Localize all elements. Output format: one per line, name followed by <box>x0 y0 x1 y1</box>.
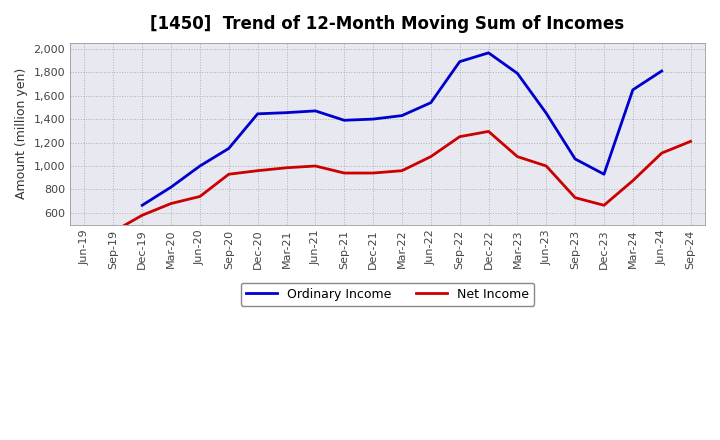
Ordinary Income <box>138 203 146 208</box>
Ordinary Income <box>369 117 377 122</box>
Net Income <box>629 178 637 183</box>
Net Income <box>340 170 348 176</box>
Y-axis label: Amount (million yen): Amount (million yen) <box>15 68 28 199</box>
Net Income <box>167 201 176 206</box>
Ordinary Income <box>196 163 204 169</box>
Ordinary Income <box>629 87 637 92</box>
Ordinary Income <box>455 59 464 64</box>
Ordinary Income <box>426 100 435 105</box>
Ordinary Income <box>340 117 348 123</box>
Net Income <box>571 195 580 200</box>
Line: Net Income: Net Income <box>113 132 690 232</box>
Net Income <box>109 229 117 235</box>
Net Income <box>225 172 233 177</box>
Net Income <box>138 213 146 218</box>
Net Income <box>686 139 695 144</box>
Ordinary Income <box>253 111 262 117</box>
Ordinary Income <box>397 113 406 118</box>
Legend: Ordinary Income, Net Income: Ordinary Income, Net Income <box>240 282 534 306</box>
Ordinary Income <box>485 50 493 55</box>
Ordinary Income <box>571 156 580 161</box>
Net Income <box>600 203 608 208</box>
Net Income <box>455 134 464 139</box>
Net Income <box>282 165 291 170</box>
Net Income <box>657 150 666 156</box>
Ordinary Income <box>542 110 551 116</box>
Ordinary Income <box>167 184 176 190</box>
Ordinary Income <box>600 172 608 177</box>
Ordinary Income <box>225 146 233 151</box>
Net Income <box>513 154 522 159</box>
Line: Ordinary Income: Ordinary Income <box>142 53 662 205</box>
Net Income <box>426 154 435 159</box>
Title: [1450]  Trend of 12-Month Moving Sum of Incomes: [1450] Trend of 12-Month Moving Sum of I… <box>150 15 624 33</box>
Net Income <box>542 163 551 169</box>
Net Income <box>253 168 262 173</box>
Ordinary Income <box>657 68 666 73</box>
Net Income <box>196 194 204 199</box>
Ordinary Income <box>282 110 291 115</box>
Net Income <box>397 168 406 173</box>
Net Income <box>485 129 493 134</box>
Net Income <box>369 170 377 176</box>
Ordinary Income <box>311 108 320 114</box>
Ordinary Income <box>513 71 522 76</box>
Net Income <box>311 163 320 169</box>
